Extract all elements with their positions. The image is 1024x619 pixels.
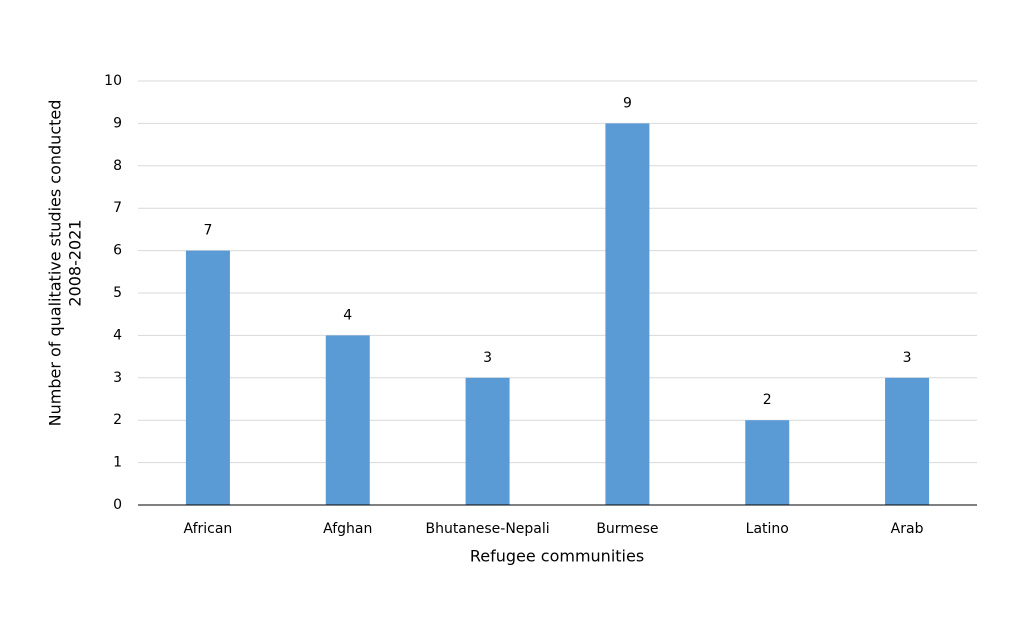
data-label: 9 [623, 95, 632, 111]
y-tick-label: 5 [113, 285, 122, 301]
data-label: 7 [203, 223, 212, 239]
y-tick-label: 7 [113, 200, 122, 216]
y-axis-label: 2008-2021 [66, 219, 85, 306]
bar [185, 250, 230, 505]
bar [885, 377, 930, 505]
bar [745, 420, 790, 505]
data-label: 3 [483, 350, 492, 366]
y-tick-label: 2 [113, 412, 122, 428]
y-tick-label: 6 [113, 243, 122, 259]
data-label: 2 [763, 392, 772, 408]
x-tick-label: African [184, 521, 233, 537]
bar [325, 335, 370, 505]
y-axis-label: Number of qualitative studies conducted [46, 100, 65, 427]
x-tick-label: Afghan [323, 521, 372, 537]
y-tick-label: 4 [113, 327, 122, 343]
data-label: 3 [903, 350, 912, 366]
x-tick-label: Bhutanese-Nepali [425, 521, 549, 537]
x-tick-label: Latino [746, 521, 789, 537]
y-tick-label: 1 [113, 455, 122, 471]
y-tick-label: 0 [113, 497, 122, 513]
x-tick-label: Arab [891, 521, 924, 537]
x-tick-label: Burmese [596, 521, 658, 537]
y-tick-label: 9 [113, 115, 122, 131]
y-tick-label: 10 [104, 73, 122, 89]
y-tick-label: 3 [113, 370, 122, 386]
bar [605, 123, 650, 506]
y-axis-label-group: Number of qualitative studies conducted … [46, 100, 85, 427]
y-tick-label: 8 [113, 158, 122, 174]
x-axis-label: Refugee communities [470, 547, 644, 566]
data-label: 4 [343, 307, 352, 323]
bar [465, 377, 510, 505]
